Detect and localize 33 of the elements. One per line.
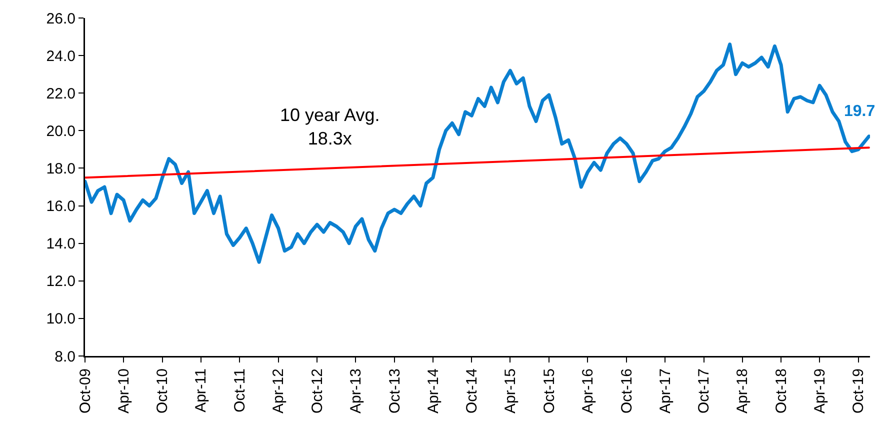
x-tick-label: Apr-19 [811, 368, 828, 414]
y-tick-label: 16.0 [46, 198, 76, 216]
annotation: 10 year Avg. 18.3x [280, 105, 380, 148]
x-tick-label: Oct-17 [696, 368, 713, 414]
x-tick-label: Oct-15 [540, 368, 558, 414]
y-tick-label: 18.0 [46, 160, 76, 178]
y-tick-label: 22.0 [46, 85, 76, 102]
x-tick-label: Oct-13 [386, 368, 404, 414]
y-tick-label: 12.0 [46, 273, 76, 290]
y-tick-label: 26.0 [46, 10, 76, 28]
x-tick-label: Apr-18 [734, 368, 752, 414]
x-tick-label: Apr-11 [192, 368, 210, 412]
x-tick-label: Apr-16 [580, 368, 597, 414]
x-tick-label: Oct-18 [772, 368, 790, 414]
y-tick-label: 8.0 [54, 348, 76, 366]
x-tick-label: Apr-12 [270, 368, 288, 414]
x-tick-label: Apr-13 [348, 368, 365, 414]
y-tick-label: 24.0 [46, 48, 76, 65]
y-tick-label: 14.0 [46, 236, 76, 253]
x-tick-label: Oct-09 [76, 368, 94, 414]
x-tick-label: Oct-14 [464, 368, 481, 414]
x-tick-label: Apr-10 [115, 368, 132, 414]
y-tick-label: 10.0 [46, 310, 76, 328]
x-tick-label: Apr-14 [424, 368, 442, 414]
x-tick-label: Oct-19 [850, 368, 868, 414]
y-tick-label: 20.0 [46, 122, 76, 140]
x-tick-label: Oct-12 [308, 368, 326, 414]
x-tick-label: Oct-16 [618, 368, 636, 414]
x-tick-label: Oct-11 [231, 368, 248, 412]
x-tick-label: Apr-17 [656, 368, 674, 414]
annotation: 19.7 [844, 103, 876, 120]
x-tick-label: Apr-15 [502, 368, 520, 414]
x-tick-label: Oct-10 [154, 368, 172, 414]
